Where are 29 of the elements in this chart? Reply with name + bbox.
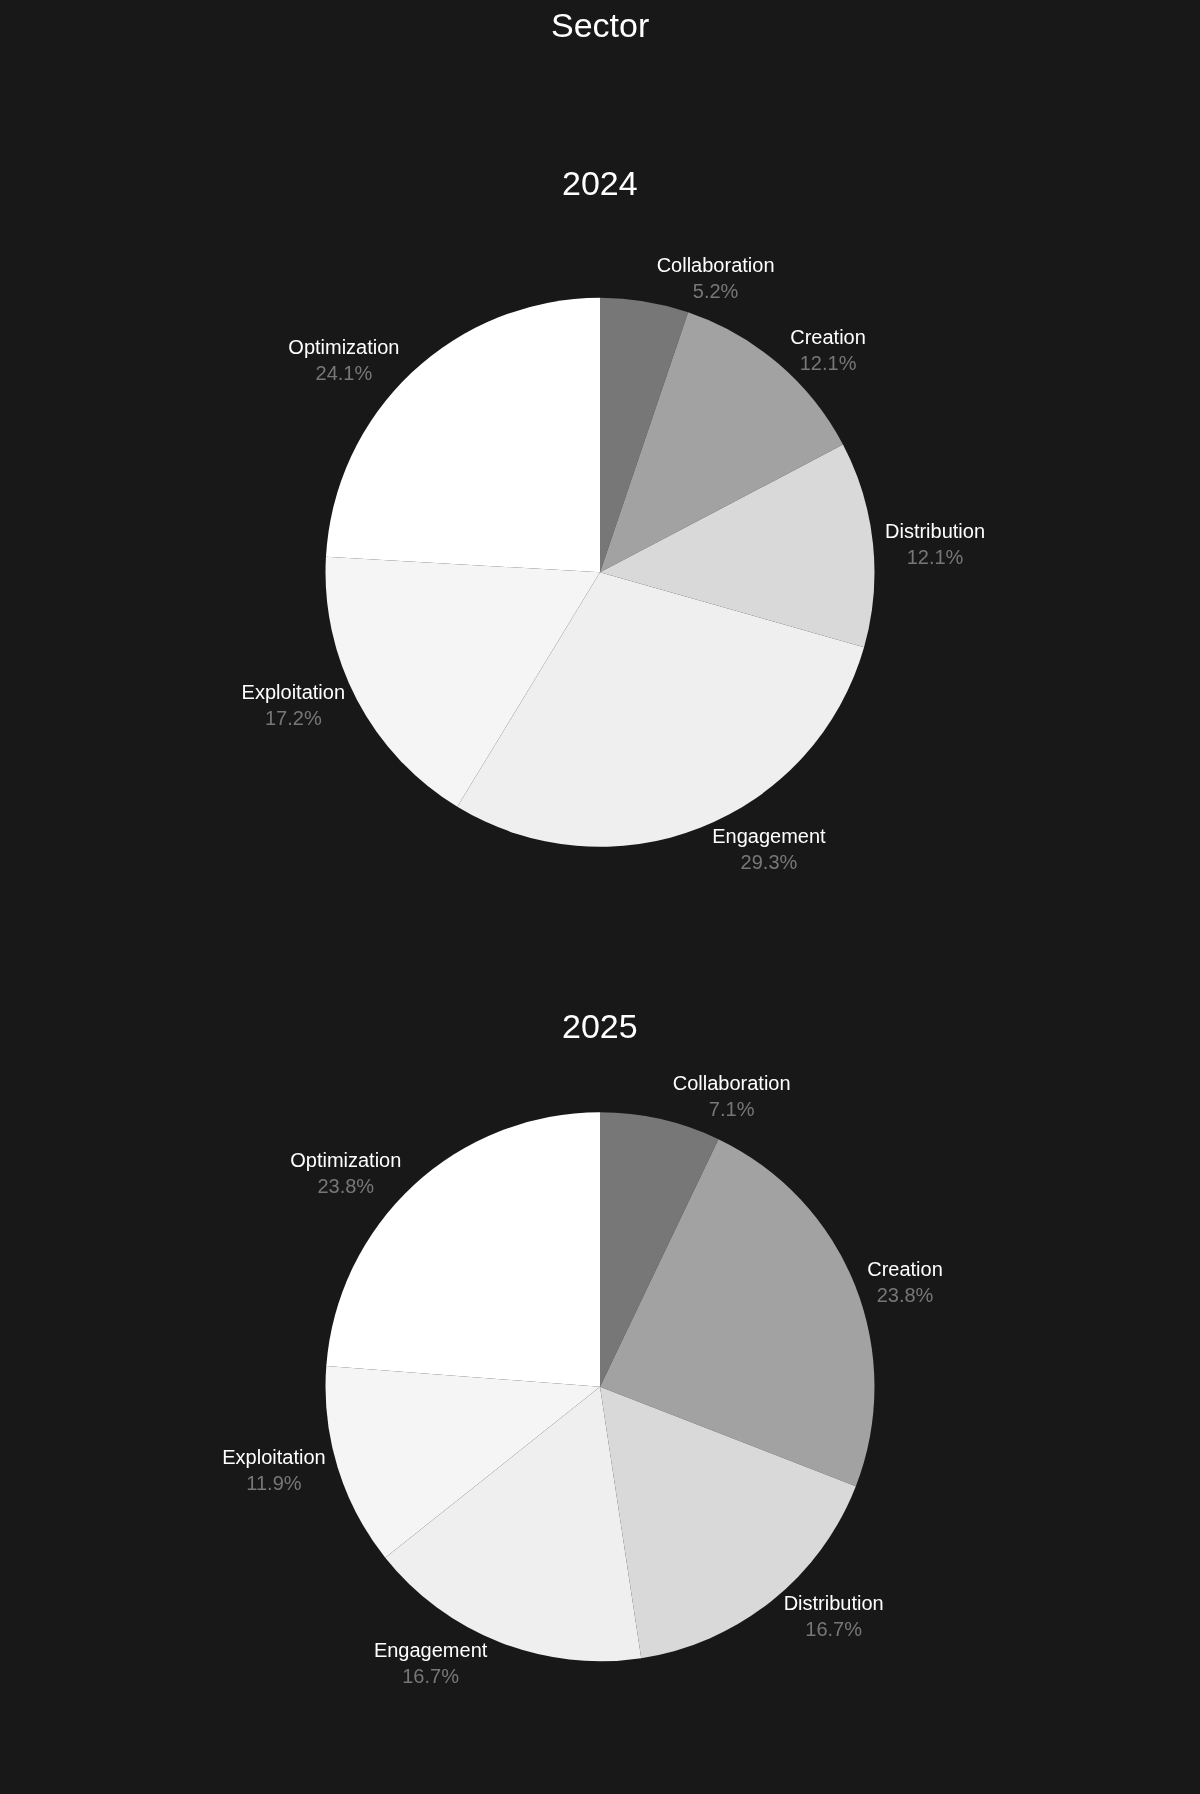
data-label: 23.8% [876, 1284, 934, 1307]
slice-label: Collaboration [672, 1072, 791, 1095]
pie-slice [600, 444, 875, 648]
data-label: 5.2% [692, 280, 739, 303]
data-label: 23.8% [317, 1174, 375, 1197]
slice-label: Creation [790, 325, 866, 348]
slice-label: Distribution [885, 519, 986, 542]
slice-label: Exploitation [241, 681, 346, 704]
slice-label: Distribution [783, 1591, 884, 1614]
slice-label: Engagement [373, 1639, 488, 1662]
slice-label: Creation [867, 1258, 943, 1281]
data-label: 12.1% [799, 351, 857, 374]
data-label: 12.1% [906, 545, 964, 568]
data-label: 29.3% [740, 850, 798, 873]
pie-slice [600, 297, 689, 573]
chart-title: 2025 [562, 1007, 638, 1045]
slice-label: Engagement [712, 824, 827, 847]
data-label: 24.1% [315, 362, 373, 385]
slice-label: Collaboration [656, 254, 775, 277]
slice-label: Optimization [288, 336, 400, 359]
chart-subtitle: 2024 [562, 164, 638, 202]
chart-title: Sector [551, 6, 650, 44]
data-label: 11.9% [246, 1471, 302, 1494]
data-label: 17.2% [264, 707, 322, 730]
data-label: 16.7% [402, 1665, 460, 1688]
data-label: 7.1% [708, 1098, 755, 1121]
slice-label: Optimization [290, 1148, 402, 1171]
slice-label: Exploitation [222, 1445, 326, 1468]
data-label: 16.7% [805, 1617, 863, 1640]
